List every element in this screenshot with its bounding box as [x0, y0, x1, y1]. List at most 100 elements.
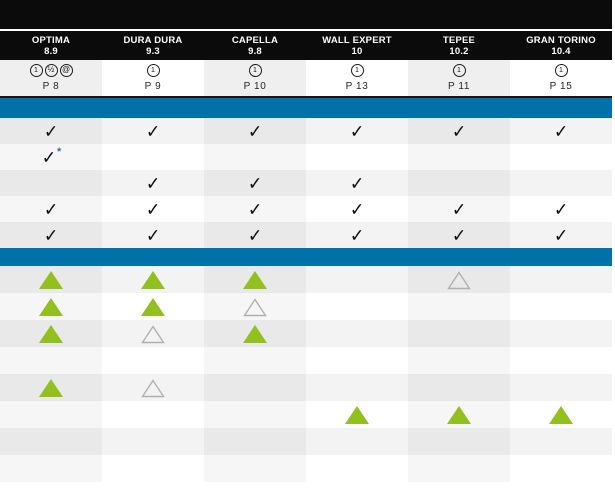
check-cell: ✓ [510, 118, 612, 144]
rating-row [0, 293, 612, 320]
filled-triangle-icon [140, 270, 166, 290]
filled-triangle-cell [510, 401, 612, 428]
empty-cell [204, 428, 306, 455]
checkmark-icon: ✓ [247, 121, 263, 141]
filled-triangle-cell [0, 293, 102, 320]
rating-row [0, 401, 612, 428]
check-cell: ✓ [408, 222, 510, 248]
checkmark-icon: ✓ [553, 199, 569, 219]
empty-cell [306, 347, 408, 374]
checkmark-icon: ✓ [43, 121, 59, 141]
outline-triangle-icon [242, 297, 268, 317]
empty-cell [510, 293, 612, 320]
check-cell: ✓ [102, 170, 204, 196]
empty-cell [204, 374, 306, 401]
checkmark-icon: ✓ [451, 121, 467, 141]
check-cell: ✓ [408, 196, 510, 222]
band-separator [0, 29, 612, 31]
empty-cell [204, 144, 306, 170]
product-header-row: OPTIMA 8.9 DURA DURA 9.3 CAPELLA 9.8 WALL EXPE… [0, 31, 612, 60]
filled-triangle-cell [0, 266, 102, 293]
empty-cell [408, 293, 510, 320]
top-black-banner [0, 0, 612, 29]
empty-cell [510, 455, 612, 482]
filled-triangle-icon [242, 270, 268, 290]
circled-1-icon: 1 [554, 63, 568, 77]
page-reference: P 10 [243, 81, 267, 92]
section-divider-line [0, 96, 612, 98]
check-cell: ✓ [204, 222, 306, 248]
filled-triangle-cell [102, 293, 204, 320]
filled-triangle-icon [38, 297, 64, 317]
icon-strip: 1 [452, 62, 466, 78]
icon-strip: 1 [554, 62, 568, 78]
empty-cell [102, 455, 204, 482]
filled-triangle-cell [204, 320, 306, 347]
circled-1-icon: 1 [248, 63, 262, 77]
filled-triangle-cell [204, 266, 306, 293]
page-reference: P 11 [447, 81, 471, 92]
checkmark-icon: ✓ [349, 173, 365, 193]
product-info-wall-expert: 1 P 13 [306, 60, 408, 96]
empty-cell [102, 144, 204, 170]
product-info-capella: 1 P 10 [204, 60, 306, 96]
empty-cell [306, 374, 408, 401]
triangle-section [0, 266, 612, 482]
circled-1-icon: 1 [350, 63, 364, 77]
product-info-optima: 1 ½ @ P 8 [0, 60, 102, 96]
feature-row: ✓ * [0, 144, 612, 170]
check-cell: ✓ [0, 222, 102, 248]
product-name: GRAN TORINO [526, 34, 596, 46]
product-name: WALL EXPERT [322, 34, 392, 46]
product-value: 9.8 [248, 45, 262, 57]
column-header-wall-expert: WALL EXPERT 10 [306, 31, 408, 60]
rating-row [0, 347, 612, 374]
filled-triangle-cell [306, 401, 408, 428]
filled-triangle-icon [38, 378, 64, 398]
empty-cell [510, 347, 612, 374]
icon-strip: 1 ½ @ [29, 62, 73, 78]
check-cell: ✓ [306, 222, 408, 248]
checkmark-icon: ✓ [247, 199, 263, 219]
product-info-tepee: 1 P 11 [408, 60, 510, 96]
check-cell: ✓ [0, 196, 102, 222]
outline-triangle-icon [140, 324, 166, 344]
check-cell: ✓ [0, 118, 102, 144]
circled-1-icon: 1 [452, 63, 466, 77]
empty-cell [306, 144, 408, 170]
empty-cell [306, 428, 408, 455]
outline-triangle-icon [140, 378, 166, 398]
check-cell: ✓ [408, 118, 510, 144]
page-reference: P 9 [144, 81, 162, 92]
empty-cell [408, 347, 510, 374]
checkmark-icon: ✓ [553, 121, 569, 141]
product-value: 10.2 [449, 45, 469, 57]
filled-triangle-icon [446, 405, 472, 425]
filled-triangle-icon [242, 324, 268, 344]
empty-cell [306, 266, 408, 293]
checkmark-icon: ✓ [349, 225, 365, 245]
empty-cell [408, 144, 510, 170]
column-header-capella: CAPELLA 9.8 [204, 31, 306, 60]
checkmark-icon: ✓ [451, 199, 467, 219]
checkmark-icon: ✓ [145, 173, 161, 193]
column-header-gran-torino: GRAN TORINO 10.4 [510, 31, 612, 60]
checkmark-icon: ✓ [349, 199, 365, 219]
empty-cell [510, 144, 612, 170]
rating-row [0, 428, 612, 455]
filled-triangle-cell [0, 320, 102, 347]
filled-triangle-cell [102, 266, 204, 293]
product-info-gran-torino: 1 P 15 [510, 60, 612, 96]
column-header-tepee: TEPEE 10.2 [408, 31, 510, 60]
circled---icon: ½ [44, 63, 58, 77]
empty-cell [408, 428, 510, 455]
column-header-dura-dura: DURA DURA 9.3 [102, 31, 204, 60]
empty-cell [0, 428, 102, 455]
feature-row: ✓ ✓ ✓ ✓ ✓ ✓ [0, 222, 612, 248]
asterisk-note: * [56, 146, 62, 158]
product-value: 9.3 [146, 45, 160, 57]
empty-cell [408, 374, 510, 401]
